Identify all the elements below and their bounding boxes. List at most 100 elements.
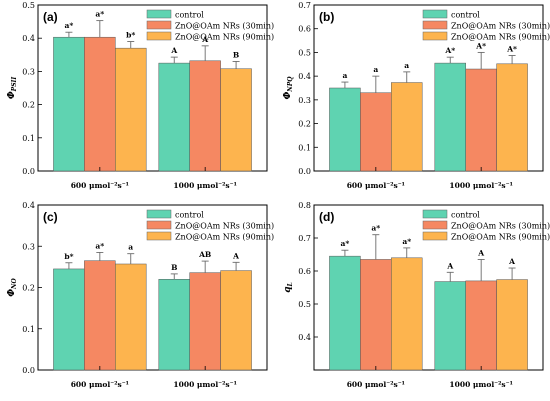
y-tick-label: 0.2	[298, 120, 311, 129]
y-tick-label: 0.2	[22, 101, 35, 110]
y-tick-label: 0.0	[22, 167, 35, 176]
legend-label: ZnO@OAm NRs (90min)	[175, 33, 274, 42]
significance-label: a*	[402, 237, 411, 246]
bar	[465, 68, 497, 172]
legend-swatch	[146, 9, 172, 19]
y-tick-label: 0.6	[298, 25, 311, 34]
y-tick-label: 0.5	[298, 300, 311, 309]
x-category-label: 600 μmol⁻²s⁻¹	[71, 181, 129, 190]
legend: control ZnO@OAm NRs (30min) ZnO@OAm NRs (9…	[422, 209, 550, 242]
bar	[84, 260, 116, 371]
significance-label: a	[342, 71, 347, 80]
bar	[360, 259, 392, 371]
y-tick-label: 0.7	[298, 234, 311, 243]
y-axis-label: ΦNO	[7, 277, 18, 296]
significance-label: b*	[126, 31, 135, 40]
y-tick-label: 0.3	[22, 67, 35, 76]
y-axis-label-subscript: NPQ	[287, 76, 294, 93]
legend-label: ZnO@OAm NRs (90min)	[451, 33, 550, 42]
significance-label: a	[128, 243, 133, 252]
y-tick-label: 0.0	[298, 167, 311, 176]
significance-label: A	[508, 257, 515, 266]
significance-label: a*	[371, 224, 380, 233]
y-tick-label: 0.4	[22, 34, 35, 43]
bar	[496, 63, 528, 172]
significance-label: a*	[95, 241, 104, 250]
bar	[329, 87, 361, 172]
bar	[158, 62, 190, 172]
legend-swatch	[422, 31, 448, 41]
panel-a: 0.0 0.1 0.2 0.3 0.4 0.5 a* a* b* 600 μmol⁻²s⁻¹ A A B…	[7, 1, 274, 190]
significance-label: B	[171, 263, 177, 272]
significance-label: a*	[341, 239, 350, 248]
y-axis-label-symbol: Φ	[7, 91, 17, 99]
significance-label: A	[446, 261, 453, 270]
y-tick-label: 0.7	[298, 1, 311, 10]
y-axis-label: qL	[283, 282, 294, 293]
legend: control ZnO@OAm NRs (30min) ZnO@OAm NRs (9…	[146, 9, 274, 42]
legend: control ZnO@OAm NRs (30min) ZnO@OAm NRs (9…	[146, 209, 274, 242]
significance-label: A*	[444, 46, 455, 55]
legend-swatch	[146, 20, 172, 30]
legend-label: control	[175, 11, 204, 20]
y-axis-label-subscript: NO	[11, 277, 18, 289]
x-category-label: 600 μmol⁻²s⁻¹	[347, 380, 405, 389]
significance-label: A*	[506, 45, 517, 54]
panel-b: 0.0 0.1 0.2 0.3 0.4 0.5 0.6 0.7 a a a 600 μmol⁻²s⁻¹…	[283, 1, 550, 190]
bar	[329, 255, 361, 371]
y-tick-label: 0.3	[22, 242, 35, 251]
bar	[115, 47, 147, 172]
significance-label: A	[170, 46, 177, 55]
panel-c: 0.0 0.1 0.2 0.3 0.4 b* a* a 600 μmol⁻²s⁻¹ B AB A 100…	[7, 201, 274, 389]
legend-swatch	[422, 231, 448, 241]
bar	[434, 62, 466, 172]
y-axis-label-symbol: Φ	[283, 92, 293, 100]
bar	[360, 92, 392, 172]
y-tick-label: 0.1	[22, 134, 35, 143]
y-tick-label: 0.6	[298, 267, 311, 276]
panel-d: 0.4 0.5 0.6 0.7 0.8 a* a* a* 600 μmol⁻²s⁻¹ A A A 100…	[283, 201, 550, 389]
bar	[391, 82, 423, 172]
bar	[434, 281, 466, 371]
significance-label: b*	[64, 252, 73, 261]
legend-label: control	[451, 11, 480, 20]
legend-label: control	[451, 211, 480, 220]
y-axis-label: ΦPSII	[7, 77, 18, 99]
significance-label: A	[201, 35, 208, 44]
y-tick-label: 0.8	[298, 201, 311, 210]
significance-label: a*	[95, 10, 104, 19]
panel-label: (a)	[43, 10, 58, 24]
bar	[496, 279, 528, 371]
y-tick-label: 0.1	[298, 143, 311, 152]
bar	[53, 268, 85, 371]
y-tick-label: 0.4	[298, 72, 311, 81]
y-tick-label: 0.5	[22, 1, 35, 10]
plot-frame	[37, 4, 268, 172]
legend-label: ZnO@OAm NRs (30min)	[175, 22, 274, 31]
x-category-label: 1000 μmol⁻²s⁻¹	[449, 181, 512, 190]
significance-label: A	[477, 248, 484, 257]
legend-label: ZnO@OAm NRs (90min)	[175, 233, 274, 242]
y-axis-label: ΦNPQ	[283, 76, 294, 100]
y-tick-label: 0.1	[22, 325, 35, 334]
legend-swatch	[422, 209, 448, 219]
significance-label: A*	[475, 41, 486, 50]
y-axis-label-subscript: PSII	[11, 77, 18, 93]
significance-label: a*	[65, 21, 74, 30]
legend-swatch	[146, 231, 172, 241]
x-category-label: 600 μmol⁻²s⁻¹	[347, 181, 405, 190]
legend-swatch	[422, 220, 448, 230]
y-axis-label-subscript: L	[287, 282, 294, 287]
y-tick-label: 0.2	[22, 284, 35, 293]
legend-label: ZnO@OAm NRs (30min)	[175, 222, 274, 231]
significance-label: AB	[198, 250, 211, 259]
bar	[115, 263, 147, 371]
y-axis-label-symbol: q	[283, 286, 293, 292]
bar	[220, 270, 252, 371]
bar	[465, 280, 497, 371]
legend-swatch	[146, 209, 172, 219]
significance-label: a	[404, 61, 409, 70]
bar	[84, 36, 116, 172]
legend-label: ZnO@OAm NRs (30min)	[451, 222, 550, 231]
